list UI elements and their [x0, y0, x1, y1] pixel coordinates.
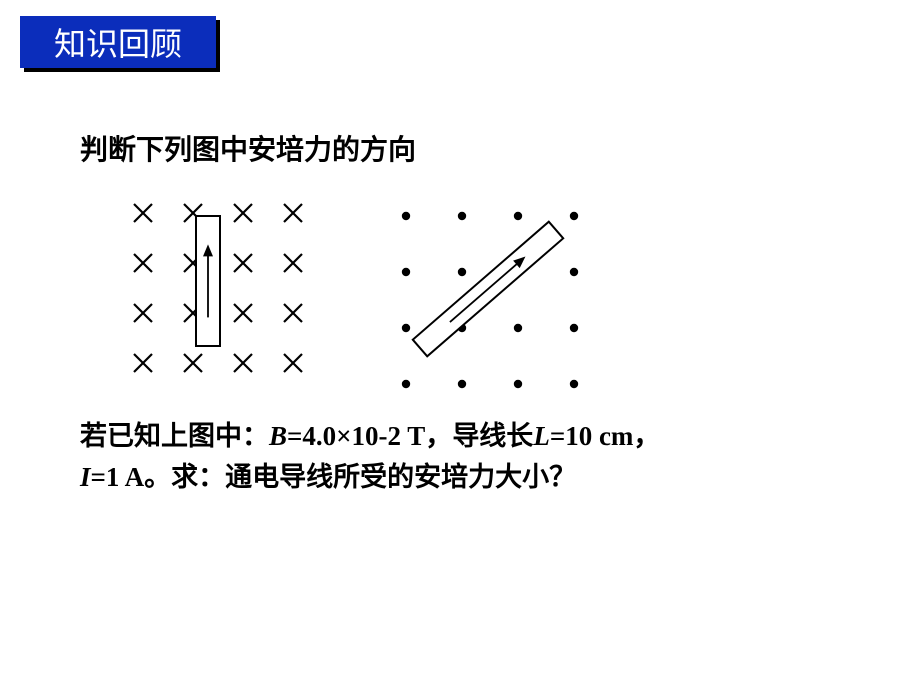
- header-main: 知识回顾: [20, 16, 216, 68]
- var-I: I: [80, 462, 91, 492]
- text: 导线长: [452, 421, 533, 451]
- text: =1 A。求：通电导线所受的安培力大小？: [91, 462, 577, 492]
- section-title: 判断下列图中安培力的方向: [80, 128, 416, 168]
- diagrams-row: [118, 188, 602, 417]
- header-label: 知识回顾: [54, 19, 182, 65]
- text: 若已知上图中：: [80, 421, 269, 451]
- problem-line-2: I=1 A。求：通电导线所受的安培力大小？: [80, 457, 660, 498]
- field-into-page-svg: [118, 188, 318, 388]
- diagram-right: [378, 188, 602, 417]
- text: =10 cm，: [550, 421, 661, 451]
- var-L: L: [533, 421, 550, 451]
- diagram-left: [118, 188, 318, 417]
- text: =4.0×10-2 T，: [287, 421, 452, 451]
- problem-line-1: 若已知上图中：B=4.0×10-2 T，导线长L=10 cm，: [80, 416, 660, 457]
- field-out-of-page-svg: [378, 188, 602, 412]
- problem-text: 若已知上图中：B=4.0×10-2 T，导线长L=10 cm， I=1 A。求：…: [80, 416, 660, 497]
- header-banner: 知识回顾: [20, 16, 220, 72]
- var-B: B: [269, 421, 287, 451]
